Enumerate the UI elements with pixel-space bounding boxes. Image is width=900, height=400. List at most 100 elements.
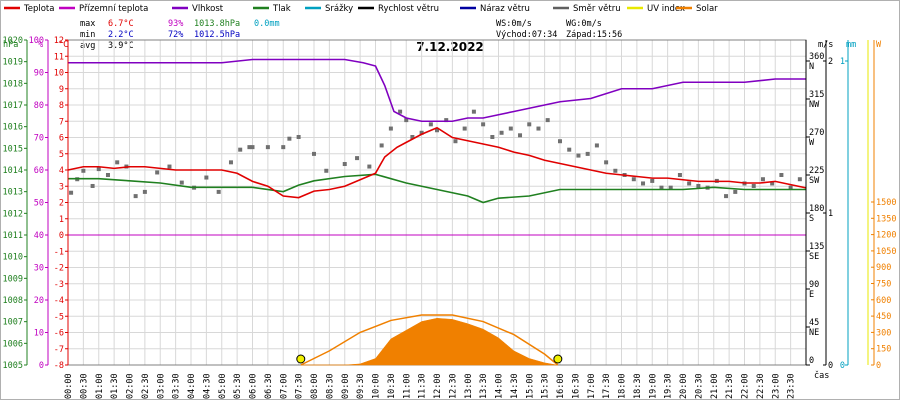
wind-dir-point — [677, 173, 682, 177]
wind-dir-point — [281, 145, 286, 150]
temperature-axis-tick-label: 3 — [59, 182, 64, 192]
wind-dir-point — [167, 164, 172, 169]
wind-dir-point — [238, 147, 243, 152]
x-tick-label: 08:00 — [310, 373, 320, 399]
wind-dir-point — [462, 126, 467, 131]
legend: Teplota Přízemní teplota Vlhkost Tlak Srážky… — [4, 4, 718, 14]
wind-dir-point — [576, 153, 581, 158]
x-tick-label: 10:30 — [387, 373, 397, 399]
wind-dir-point — [788, 185, 793, 190]
wind-dir-point — [499, 130, 504, 135]
pressure-axis-tick-label: 1019 — [3, 58, 23, 68]
x-tick-label: 11:30 — [418, 373, 428, 399]
solar-tick-label: 1050 — [876, 247, 896, 257]
temperature-axis-tick-label: -4 — [54, 296, 64, 306]
pressure-axis-tick-label: 1015 — [3, 144, 23, 154]
wind-dir-point — [797, 177, 802, 182]
temperature-line — [67, 126, 807, 199]
x-tick-label: 17:00 — [587, 373, 597, 399]
temperature-axis-tick-label: 6 — [59, 134, 64, 144]
wind-dir-point — [724, 194, 729, 199]
wind-dir-point — [142, 189, 147, 194]
x-tick-label: 00:30 — [79, 373, 89, 399]
wind-dir-tick-label: 270 — [809, 128, 824, 138]
x-tick-label: 14:30 — [510, 373, 520, 399]
x-tick-label: 02:00 — [126, 373, 136, 399]
x-tick-label: 09:30 — [356, 373, 366, 399]
wind-dir-tick-label: 225 — [809, 166, 824, 176]
temperature-axis-tick-label: 2 — [59, 199, 64, 209]
solar-tick-label: 600 — [876, 296, 891, 306]
rain-axis-label: mm — [846, 40, 856, 50]
pressure-axis-tick-label: 1020 — [3, 36, 23, 46]
wind-dir-compass-label: NE — [809, 328, 819, 338]
axes: 00:00 00:30 01:00 01:30 02:00 02:30 03:00 03:30… — [3, 36, 897, 399]
stats-min-temp: 2.2°C — [108, 30, 134, 40]
pressure-axis-tick-label: 1016 — [3, 123, 23, 133]
humidity-axis-tick-label: 10 — [34, 329, 44, 339]
x-tick-label: 07:00 — [279, 373, 289, 399]
legend-label: Směr větru — [573, 4, 621, 14]
wind-speed-tick-label: 0 — [828, 361, 833, 371]
wind-dir-point — [69, 190, 74, 195]
wind-dir-point — [179, 180, 184, 185]
pressure-axis-tick-label: 1012 — [3, 209, 23, 219]
wind-dir-point — [518, 133, 523, 138]
x-tick-label: 20:00 — [679, 373, 689, 399]
wind-dir-tick-label: 45 — [809, 318, 819, 328]
wind-dir-point — [508, 126, 513, 131]
humidity-axis-tick-label: 90 — [34, 69, 44, 79]
solar-tick-label: 1500 — [876, 198, 896, 208]
wind-dir-point — [96, 167, 101, 172]
stats-min-press: 1012.5hPa — [194, 30, 240, 40]
pressure-axis-tick-label: 1005 — [3, 361, 23, 371]
wind-dir-point — [216, 189, 221, 194]
wind-dir-point — [428, 122, 433, 127]
wind-dir-tick-label: 90 — [809, 280, 819, 290]
wind-dir-point — [105, 173, 110, 177]
pressure-axis-tick-label: 1013 — [3, 188, 23, 198]
wind-dir-point — [388, 126, 393, 131]
wind-dir-compass-label: W — [809, 138, 815, 148]
wind-dir-point — [604, 160, 609, 165]
legend-label: Tlak — [272, 4, 291, 14]
solar-tick-label: 450 — [876, 312, 891, 322]
wind-dir-point — [367, 164, 372, 169]
wind-dir-compass-label: N — [809, 62, 814, 72]
stats-block: max 6.7°C 93% 1013.8hPa 0.0mm min 2.2°C … — [80, 19, 280, 51]
wind-dir-tick-label: 360 — [809, 52, 824, 62]
temperature-axis-tick-label: -5 — [54, 312, 64, 322]
sun-marker — [296, 354, 306, 364]
wind-dir-point — [228, 160, 233, 165]
humidity-axis-tick-label: 80 — [34, 101, 44, 111]
x-tick-label: 09:00 — [341, 373, 351, 399]
solar-axis-label: W — [876, 40, 882, 50]
x-tick-label: 15:30 — [541, 373, 551, 399]
humidity-axis-tick-label: 30 — [34, 264, 44, 274]
x-tick-label: 06:00 — [249, 373, 259, 399]
wind-dir-point — [770, 181, 775, 186]
pressure-axis-tick-label: 1006 — [3, 339, 23, 349]
legend-label: Náraz větru — [480, 4, 530, 14]
solar-tick-label: 900 — [876, 263, 891, 273]
wind-dir-tick-label: 0 — [809, 356, 814, 366]
wind-dir-point — [760, 177, 765, 182]
temperature-axis-tick-label: -6 — [54, 329, 64, 339]
sunset-time: Západ:15:56 — [566, 30, 622, 40]
x-tick-label: 11:00 — [402, 373, 412, 399]
wind-dir-point — [435, 128, 439, 133]
wind-dir-point — [398, 109, 403, 114]
wind-dir-point — [558, 139, 562, 144]
wind-dir-point — [567, 147, 572, 152]
x-tick-label: 08:30 — [325, 373, 335, 399]
x-tick-label: 23:30 — [787, 373, 797, 399]
wind-dir-point — [779, 173, 784, 177]
pressure-axis-tick-label: 1007 — [3, 318, 23, 328]
x-tick-label: 02:30 — [141, 373, 151, 399]
temperature-axis-tick-label: 10 — [54, 69, 64, 79]
x-tick-label: 01:00 — [95, 373, 105, 399]
wind-dir-point — [355, 156, 360, 161]
x-tick-label: 22:00 — [741, 373, 751, 399]
wind-dir-point — [410, 135, 415, 139]
x-axis-label: čas — [814, 370, 829, 381]
